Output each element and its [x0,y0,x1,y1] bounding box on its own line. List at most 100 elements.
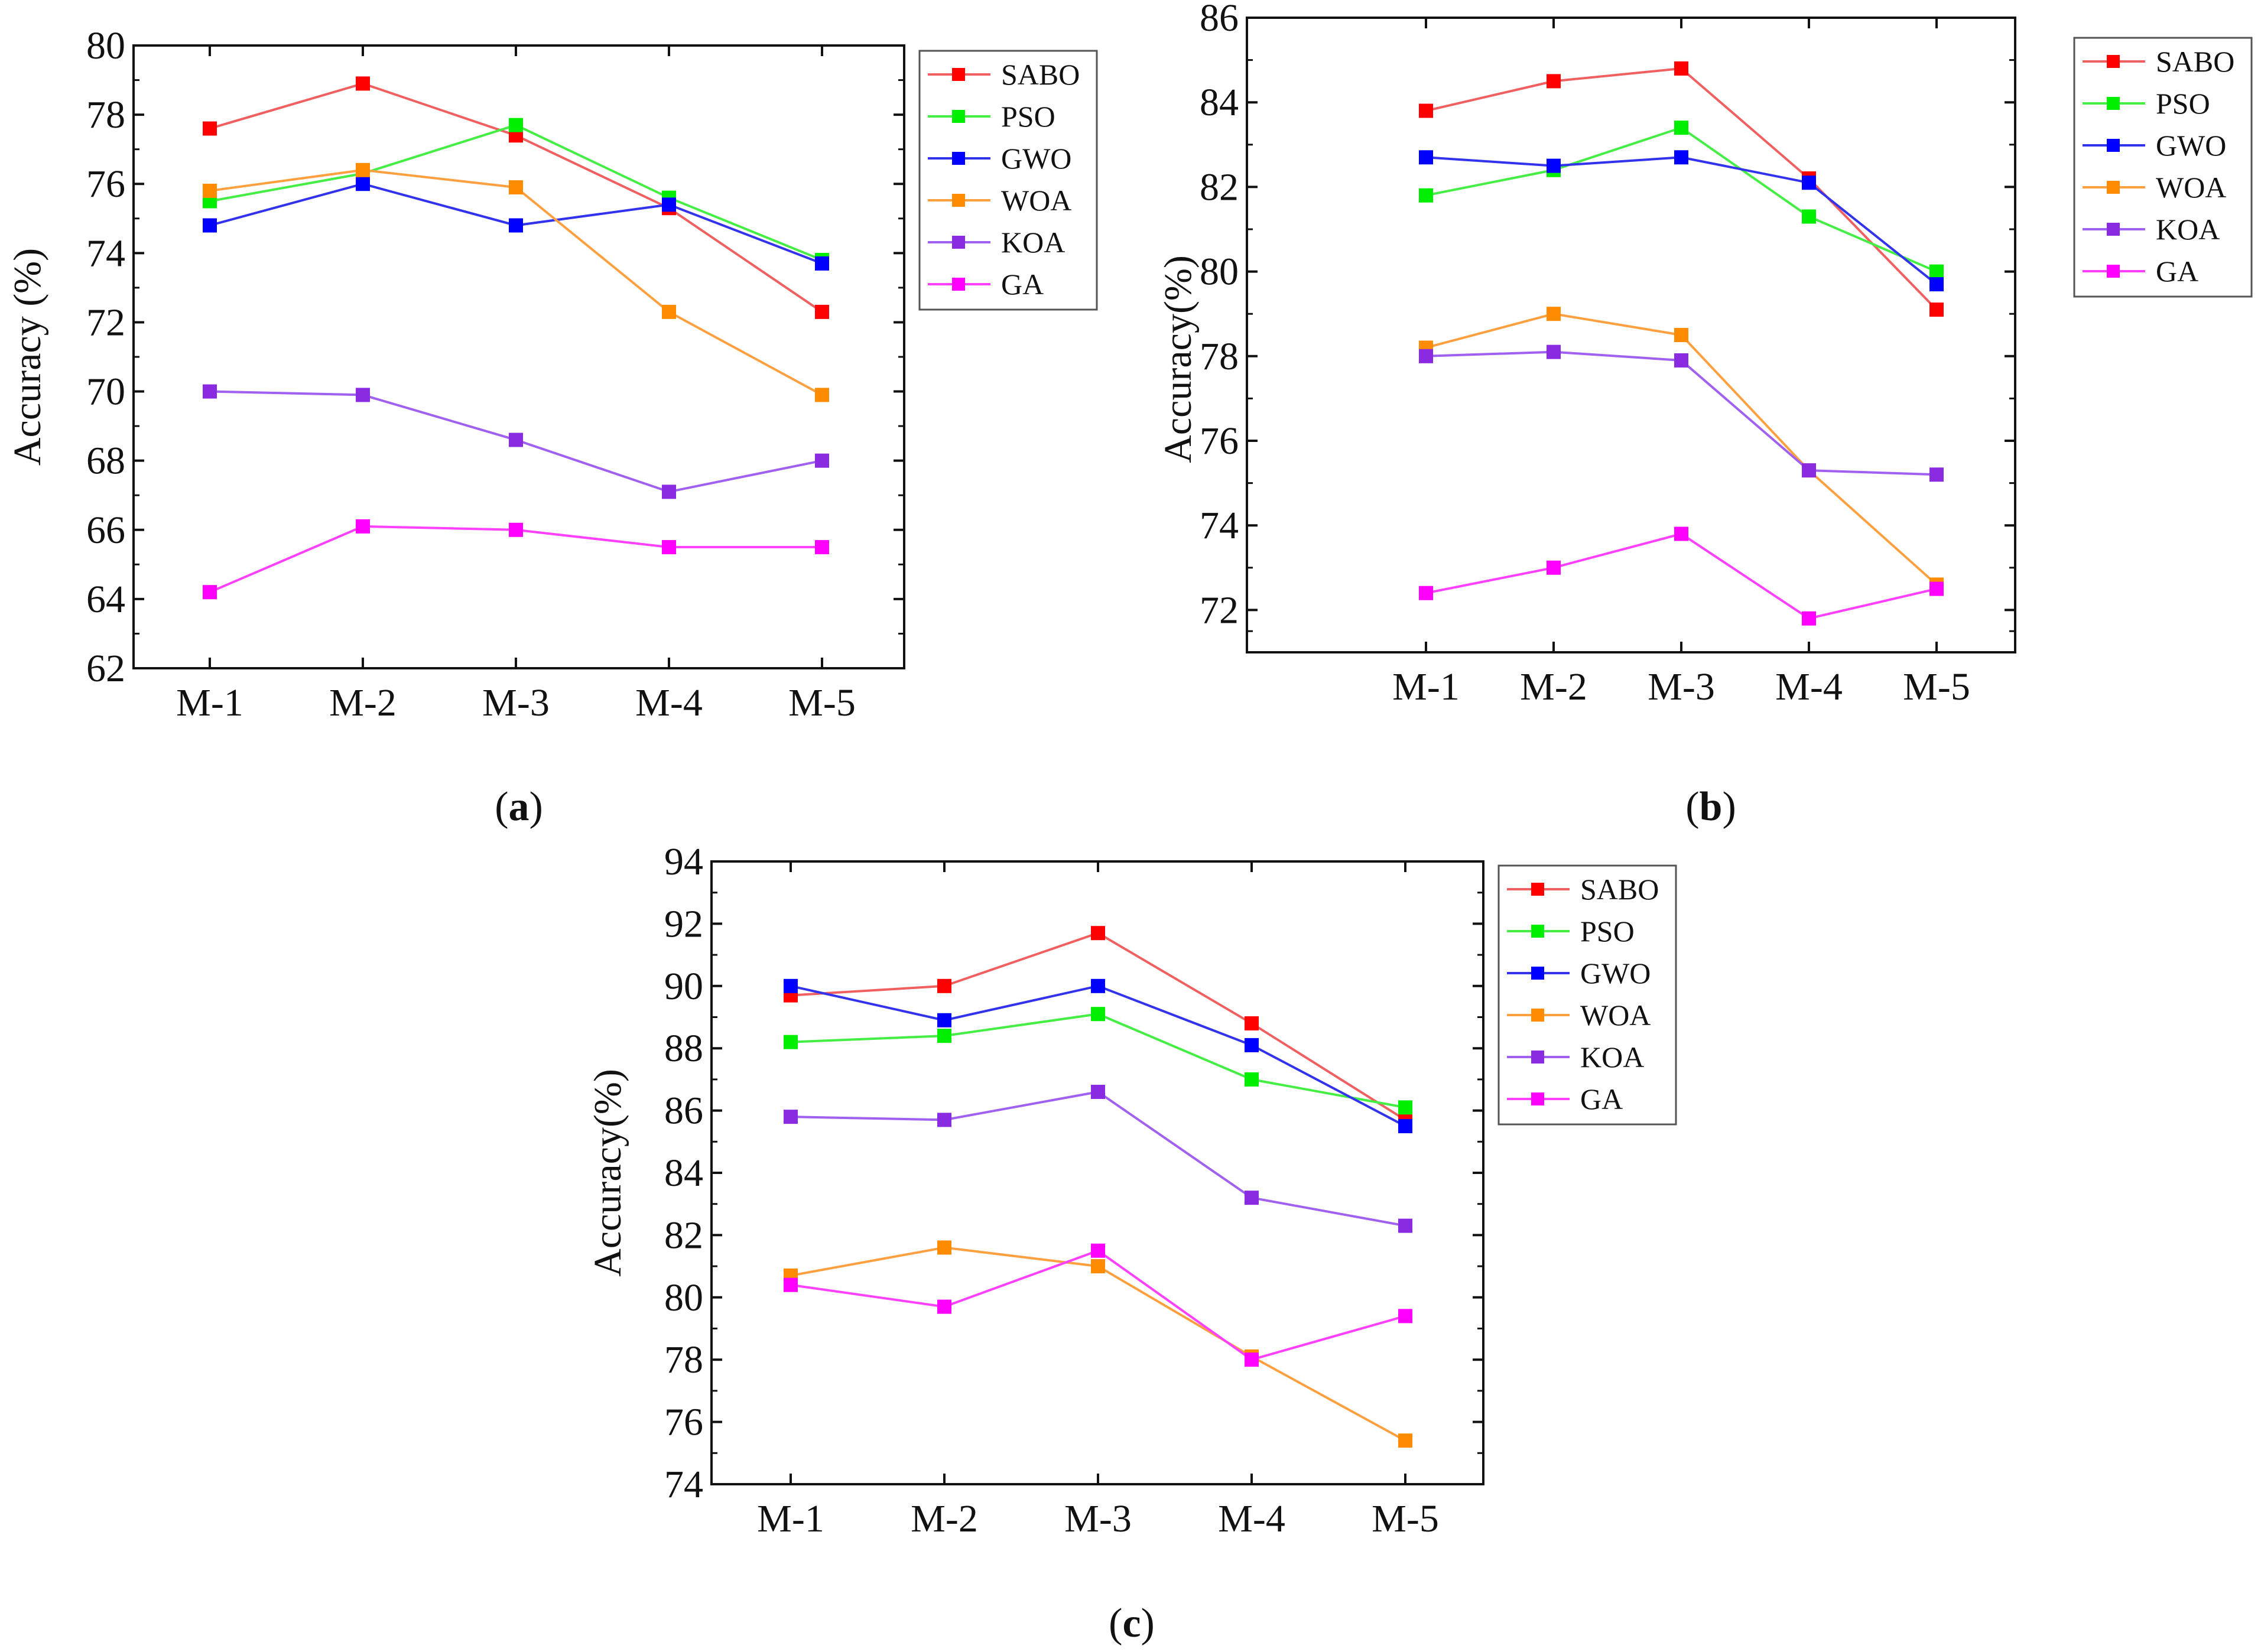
y-tick-label: 78 [1200,335,1239,378]
y-tick-label: 74 [664,1463,703,1506]
data-point-woa [509,180,523,195]
data-point-ga [1419,586,1433,600]
data-point-pso [1245,1072,1259,1087]
data-point-sabo [1091,926,1105,941]
data-point-ga [509,522,523,537]
legend-box [2073,37,2253,298]
data-point-gwo [1674,150,1688,165]
y-axis-title: Accuracy(%) [1157,255,1200,463]
data-point-koa [662,484,676,499]
legend-box [918,50,1098,311]
data-point-woa [203,183,217,198]
legend-label-koa: KOA [2156,213,2220,246]
data-point-ga [1398,1309,1412,1323]
y-axis: 74 76 78 80 82 84 86 88 90 92 94 [664,840,1483,1506]
data-point-ga [1674,526,1688,541]
data-point-ga [1245,1352,1259,1367]
data-point-koa [1929,467,1944,482]
data-point-gwo [815,256,829,271]
y-tick-label: 64 [86,578,125,621]
x-axis: M-1 M-2 M-3 M-4 M-5 [757,861,1439,1540]
data-point-koa [1398,1218,1412,1233]
y-tick-label: 78 [86,93,125,136]
data-point-pso [1091,1007,1105,1022]
x-tick-label: M-4 [1775,665,1843,708]
data-point-woa [1674,328,1688,342]
panel-caption-letter: c [1122,1601,1141,1646]
y-tick-label: 62 [86,647,125,690]
data-point-koa [1674,353,1688,368]
data-point-sabo [1419,103,1433,118]
data-point-koa [1802,463,1816,478]
panel-caption-letter: b [1700,784,1723,830]
y-tick-label: 76 [664,1401,703,1444]
chart-panel-c: 74 76 78 80 82 84 86 88 90 92 94 M-1 M-2 M-3 M-4 M-5 A… [586,840,1677,1646]
y-tick-label: 82 [664,1214,703,1257]
data-point-gwo [1802,175,1816,190]
data-point-pso [1398,1100,1412,1115]
x-tick-label: M-3 [482,681,550,724]
y-tick-label: 76 [1200,419,1239,463]
legend: SABO PSO GWO WOA KOA GA [2073,37,2253,298]
data-point-ga [203,585,217,600]
y-tick-label: 72 [86,301,125,344]
y-tick-label: 70 [86,370,125,414]
legend-marker-pso [2107,97,2120,110]
legend-marker-koa [1531,1051,1544,1064]
y-tick-label: 88 [664,1027,703,1070]
series-line-sabo [1425,67,1938,311]
data-point-woa [662,304,676,319]
legend-marker-gwo [1531,967,1544,980]
series-line-sabo [209,82,823,313]
y-axis: 62 64 66 68 70 72 74 76 78 80 [86,24,904,690]
legend-marker-sabo [952,68,965,81]
y-axis: 72 74 76 78 80 82 84 86 [1200,0,2015,632]
series-line-koa [790,1090,1406,1227]
data-point-ga [1929,581,1944,596]
plot-area [1246,17,2016,653]
panel-caption: (c) [1109,1601,1155,1646]
data-point-koa [509,432,523,447]
y-tick-label: 78 [664,1338,703,1381]
data-point-pso [1929,264,1944,279]
y-tick-label: 84 [1200,81,1239,124]
series-marks [784,926,1412,1448]
y-tick-label: 82 [1200,165,1239,209]
data-point-pso [784,1035,798,1049]
legend-label-gwo: GWO [2156,129,2226,162]
data-point-pso [1802,209,1816,224]
legend-marker-koa [952,236,965,249]
legend-label-pso: PSO [1580,915,1635,948]
series-line-woa [790,1246,1406,1442]
x-axis: M-1 M-2 M-3 M-4 M-5 [176,45,856,724]
data-point-ga [1802,611,1816,626]
data-point-gwo [1419,150,1433,165]
data-point-sabo [1929,303,1944,317]
data-point-ga [1091,1243,1105,1258]
x-tick-label: M-3 [1064,1497,1132,1540]
y-tick-label: 84 [664,1152,703,1195]
data-point-ga [662,540,676,555]
data-point-sabo [203,121,217,136]
data-point-gwo [1547,158,1561,173]
x-tick-label: M-5 [1903,665,1970,708]
y-tick-label: 90 [664,965,703,1008]
y-tick-label: 86 [664,1090,703,1133]
data-point-ga [784,1277,798,1292]
x-tick-label: M-2 [329,681,397,724]
data-point-koa [1547,344,1561,359]
data-point-koa [784,1110,798,1124]
series-line-koa [1425,350,1937,476]
legend-marker-koa [2107,223,2120,236]
y-tick-label: 76 [86,162,125,206]
legend-label-woa: WOA [2156,171,2226,204]
data-point-pso [937,1029,951,1043]
y-tick-label: 74 [1200,504,1239,547]
legend-marker-sabo [1531,883,1544,896]
y-tick-label: 74 [86,232,125,275]
legend-marker-ga [952,278,965,291]
data-point-sabo [1245,1016,1259,1031]
data-point-pso [1674,121,1688,135]
data-point-ga [356,519,370,534]
